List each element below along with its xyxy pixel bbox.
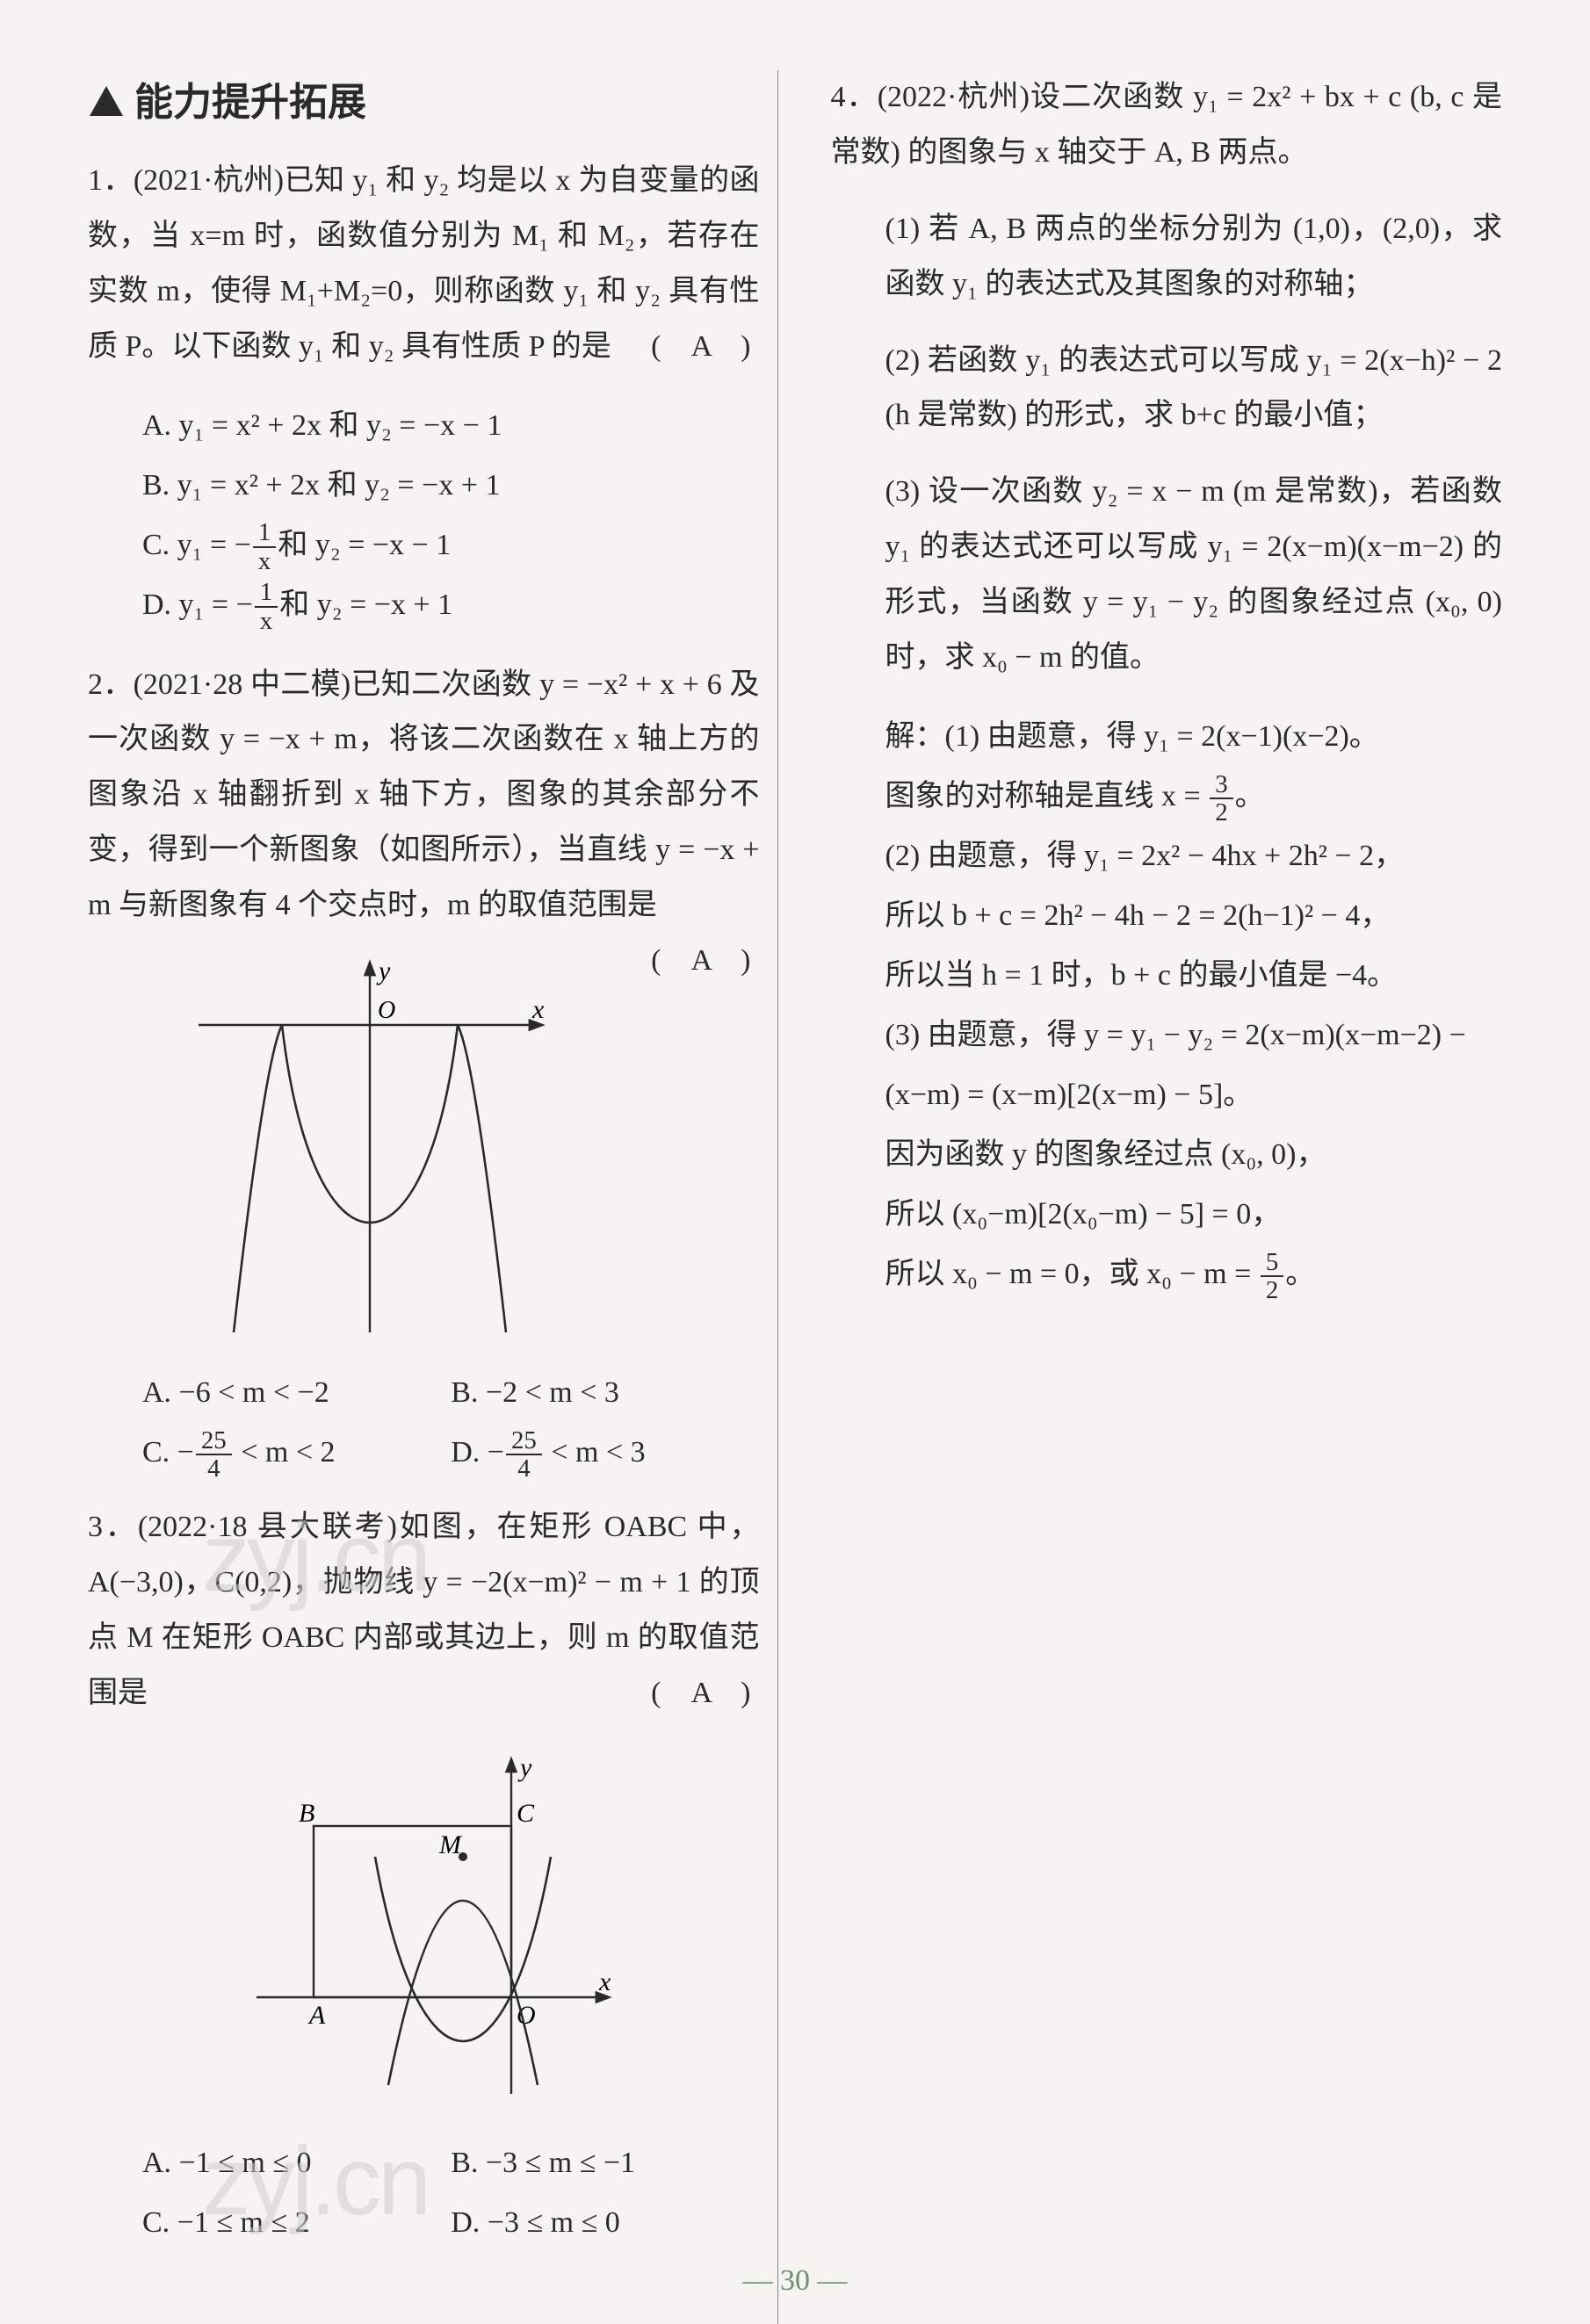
fraction-25-over-4: 254 <box>196 1427 232 1483</box>
y-axis-label: y <box>376 956 391 985</box>
figure-q2: x y O <box>88 955 760 1346</box>
option-c: C. −1 ≤ m ≤ 2 <box>142 2193 451 2253</box>
label-A: A <box>307 2001 326 2030</box>
section-title-text: 能力提升拓展 <box>134 81 366 124</box>
label-B: B <box>299 1799 314 1828</box>
problem-2: 2．(2021·28 中二模)已知二次函数 y = −x² + x + 6 及一… <box>88 658 760 934</box>
problem-tag: (2021·杭州) <box>134 164 284 197</box>
triangle-icon <box>88 83 125 127</box>
problem-4: 4．(2022·杭州)设二次函数 y₁ = 2x² + bx + c (b, c… <box>831 70 1503 181</box>
option-c-post: 和 y₂ = −x − 1 <box>278 529 451 561</box>
section-title: 能力提升拓展 <box>88 70 760 127</box>
solution-1a: 解：(1) 由题意，得 y₁ = 2(x−1)(x−2)。 <box>831 707 1503 767</box>
problem-stem: 已知二次函数 y = −x² + x + 6 及一次函数 y = −x + m，… <box>88 668 760 922</box>
y-axis-label: y <box>517 1753 532 1782</box>
option-b: B. −2 < m < 3 <box>451 1363 619 1423</box>
right-column: 4．(2022·杭州)设二次函数 y₁ = 2x² + bx + c (b, c… <box>813 70 1521 2324</box>
problem-number: 2． <box>88 668 134 701</box>
option-a: A. −1 ≤ m ≤ 0 <box>142 2133 451 2193</box>
problem-tag: (2021·28 中二模) <box>134 668 351 701</box>
solution-3d: 所以 x₀ − m = 0，或 x₀ − m = 52。 <box>831 1245 1503 1304</box>
problem-number: 3． <box>88 1511 138 1543</box>
page-columns: 能力提升拓展 1．(2021·杭州)已知 y₁ 和 y₂ 均是以 x 为自变量的… <box>70 70 1520 2324</box>
solution-2c: 所以当 h = 1 时，b + c 的最小值是 −4。 <box>831 946 1503 1006</box>
solution-2b: 所以 b + c = 2h² − 4h − 2 = 2(h−1)² − 4， <box>831 886 1503 946</box>
problem-number: 1． <box>88 164 134 197</box>
option-d: D. −254 < m < 3 <box>451 1423 645 1483</box>
option-b: B. −3 ≤ m ≤ −1 <box>451 2133 635 2193</box>
option-c-pre: C. y₁ = − <box>142 529 251 561</box>
page-number: — 30 — <box>743 2264 848 2298</box>
x-axis-label: x <box>598 1967 611 1996</box>
fraction-1-over-x: 1x <box>255 579 278 634</box>
fraction-5-over-2: 52 <box>1261 1249 1283 1304</box>
solution-3c: 所以 (x₀−m)[2(x₀−m) − 5] = 0， <box>831 1185 1503 1245</box>
option-a: A. y₁ = x² + 2x 和 y₂ = −x − 1 <box>88 396 760 456</box>
options-row-cd-3: C. −1 ≤ m ≤ 2 D. −3 ≤ m ≤ 0 <box>88 2193 760 2253</box>
left-column: 能力提升拓展 1．(2021·杭州)已知 y₁ 和 y₂ 均是以 x 为自变量的… <box>70 70 778 2324</box>
option-b: B. y₁ = x² + 2x 和 y₂ = −x + 1 <box>88 456 760 516</box>
fraction-25-over-4: 254 <box>506 1427 542 1483</box>
options-row-ab-3: A. −1 ≤ m ≤ 0 B. −3 ≤ m ≤ −1 <box>88 2133 760 2193</box>
option-c: C. y₁ = −1x和 y₂ = −x − 1 <box>88 516 760 575</box>
problem-1: 1．(2021·杭州)已知 y₁ 和 y₂ 均是以 x 为自变量的函数，当 x=… <box>88 154 760 375</box>
solution-3a: (3) 由题意，得 y = y₁ − y₂ = 2(x−m)(x−m−2) − … <box>831 1006 1503 1125</box>
option-d-post: 和 y₂ = −x + 1 <box>279 588 452 621</box>
answer-marker: ( A ) <box>651 934 750 989</box>
figure-q3: x y A B C O M <box>88 1743 760 2116</box>
option-c: C. −254 < m < 2 <box>142 1423 451 1483</box>
problem-number: 4． <box>831 81 878 113</box>
q2-plot-svg: x y O <box>181 955 559 1341</box>
problem-3: 3．(2022·18 县大联考)如图，在矩形 OABC 中，A(−3,0)，C(… <box>88 1500 760 1721</box>
answer-marker: ( A ) <box>651 1666 750 1721</box>
answer-marker: ( A ) <box>651 320 750 375</box>
subpart-1: (1) 若 A, B 两点的坐标分别为 (1,0)，(2,0)，求函数 y₁ 的… <box>831 202 1503 313</box>
problem-tag: (2022·杭州) <box>878 81 1030 113</box>
origin-label: O <box>378 997 395 1024</box>
fraction-1-over-x: 1x <box>253 519 276 574</box>
solution-3b: 因为函数 y 的图象经过点 (x₀, 0)， <box>831 1125 1503 1185</box>
subpart-2: (2) 若函数 y₁ 的表达式可以写成 y₁ = 2(x−h)² − 2 (h … <box>831 334 1503 444</box>
subpart-3: (3) 设一次函数 y₂ = x − m (m 是常数)，若函数 y₁ 的表达式… <box>831 465 1503 686</box>
problem-tag: (2022·18 县大联考) <box>138 1511 397 1543</box>
solution-1b: 图象的对称轴是直线 x = 32。 <box>831 767 1503 826</box>
option-d-pre: D. y₁ = − <box>142 588 253 621</box>
option-d: D. y₁ = −1x和 y₂ = −x + 1 <box>88 575 760 635</box>
option-d: D. −3 ≤ m ≤ 0 <box>451 2193 620 2253</box>
solution-2a: (2) 由题意，得 y₁ = 2x² − 4hx + 2h² − 2， <box>831 826 1503 886</box>
option-a: A. −6 < m < −2 <box>142 1363 451 1423</box>
x-axis-label: x <box>531 995 545 1024</box>
q3-plot-svg: x y A B C O M <box>221 1743 625 2111</box>
options-row-ab: A. −6 < m < −2 B. −2 < m < 3 <box>88 1363 760 1423</box>
fraction-3-over-2: 32 <box>1210 771 1232 826</box>
label-M: M <box>438 1830 463 1859</box>
label-C: C <box>517 1799 535 1828</box>
options-row-cd: C. −254 < m < 2 D. −254 < m < 3 <box>88 1423 760 1483</box>
